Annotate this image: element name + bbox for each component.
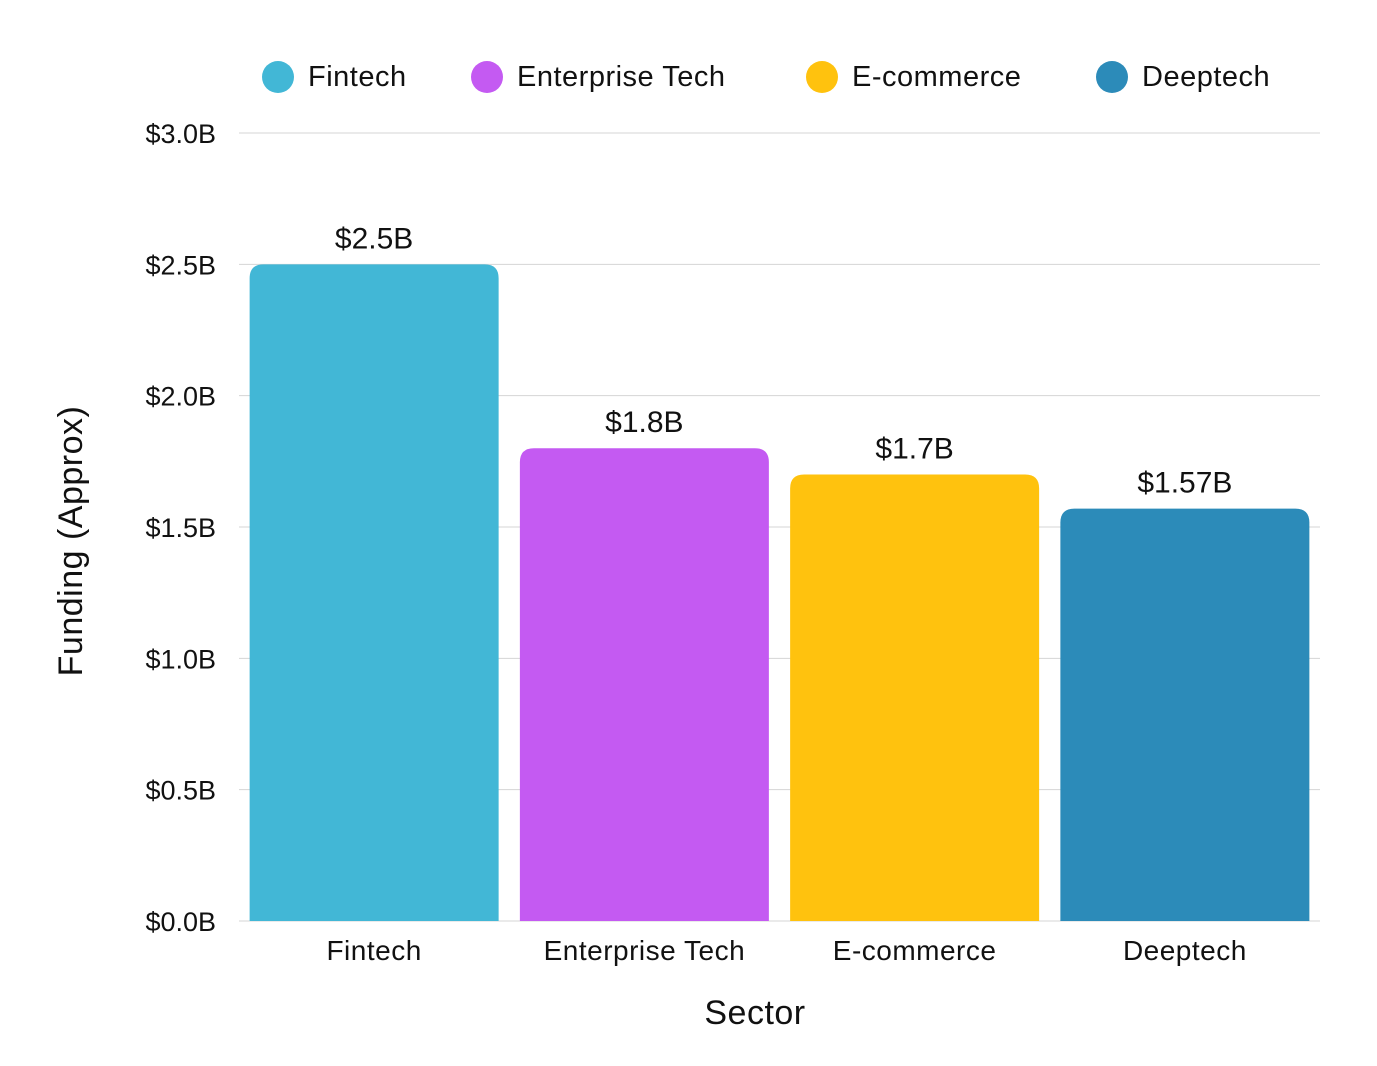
x-axis-ticks: Fintech Enterprise Tech E-commerce Deeptech [326, 935, 1246, 966]
legend-swatch-e-commerce [806, 61, 838, 93]
data-label-deeptech: $1.57B [1137, 467, 1232, 500]
y-tick-label: $2.0B [145, 382, 216, 412]
x-tick-label-enterprise-tech: Enterprise Tech [544, 935, 746, 966]
data-label-enterprise-tech: $1.8B [605, 406, 683, 439]
bar-enterprise-tech [519, 448, 769, 921]
bar-fintech [249, 264, 499, 921]
bars [249, 264, 1310, 921]
legend-item-deeptech: Deeptech [1096, 52, 1270, 102]
legend-swatch-enterprise-tech [471, 61, 503, 93]
legend-item-e-commerce: E-commerce [806, 52, 1021, 102]
bar-e-commerce [790, 474, 1040, 921]
legend-label-deeptech: Deeptech [1142, 60, 1271, 93]
legend-label-e-commerce: E-commerce [852, 60, 1022, 93]
x-tick-label-e-commerce: E-commerce [833, 935, 997, 966]
y-axis-title: Funding (Approx) [52, 406, 90, 677]
legend-item-fintech: Fintech [262, 52, 407, 102]
legend-label-enterprise-tech: Enterprise Tech [517, 60, 726, 93]
x-tick-label-deeptech: Deeptech [1123, 935, 1247, 966]
legend-item-enterprise-tech: Enterprise Tech [471, 52, 725, 102]
y-tick-label: $3.0B [145, 119, 216, 149]
bar-deeptech [1060, 508, 1310, 921]
data-label-e-commerce: $1.7B [875, 432, 953, 465]
chart-legend: Fintech Enterprise Tech E-commerce Deept… [0, 52, 1377, 102]
y-tick-label: $0.5B [145, 776, 216, 806]
legend-label-fintech: Fintech [308, 60, 407, 93]
y-tick-label: $1.5B [145, 513, 216, 543]
y-tick-label: $1.0B [145, 644, 216, 674]
y-tick-label: $2.5B [145, 250, 216, 280]
data-label-fintech: $2.5B [335, 222, 413, 255]
legend-swatch-deeptech [1096, 61, 1128, 93]
legend-swatch-fintech [262, 61, 294, 93]
x-axis-title: Sector [704, 994, 805, 1032]
data-labels: $2.5B $1.8B $1.7B $1.57B [335, 222, 1233, 499]
x-tick-label-fintech: Fintech [326, 935, 421, 966]
y-tick-label: $0.0B [145, 907, 216, 937]
y-axis-ticks: $0.0B $0.5B $1.0B $1.5B $2.0B $2.5B $3.0B [145, 119, 216, 937]
